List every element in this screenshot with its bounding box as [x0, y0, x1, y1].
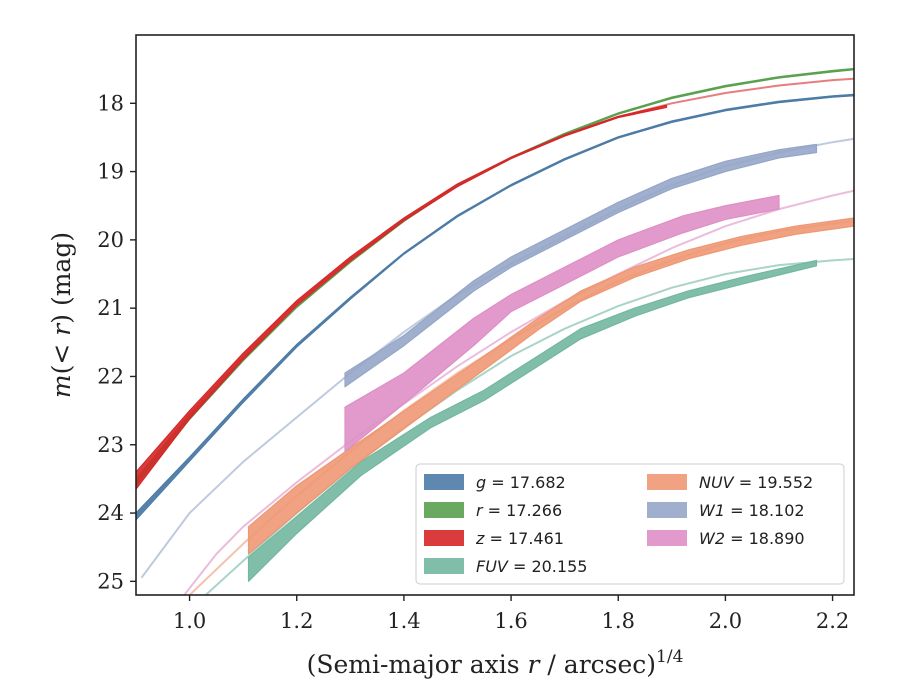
legend-label-z: z = 17.461 [475, 529, 564, 548]
x-tick-label: 1.2 [280, 609, 313, 633]
y-tick-label: 19 [97, 160, 124, 184]
y-tick-label: 22 [97, 364, 124, 388]
y-tick-label: 20 [97, 228, 124, 252]
x-axis-label: (Semi-major axis r / arcsec)1/4 [307, 647, 684, 679]
y-tick-label: 25 [97, 569, 124, 593]
legend-swatch-fuv [424, 558, 464, 574]
measured-bands [136, 67, 854, 582]
y-axis-ticks: 18 19 20 21 22 23 24 25 [97, 91, 136, 593]
legend-swatch-w2 [647, 530, 687, 546]
band-w1 [344, 143, 818, 388]
y-tick-label: 18 [97, 91, 124, 115]
legend-swatch-nuv [647, 474, 687, 490]
band-z [136, 104, 668, 490]
legend-box [415, 463, 845, 585]
legend-label-nuv: NUV = 19.552 [699, 473, 813, 492]
x-tick-label: 1.4 [387, 609, 420, 633]
y-axis-label: m(< r) (mag) [47, 232, 76, 398]
y-tick-label: 21 [97, 296, 124, 320]
x-tick-label: 1.8 [602, 609, 635, 633]
x-tick-label: 2.0 [709, 609, 742, 633]
legend: g = 17.682 r = 17.266 z = 17.461 FUV = 20.1… [415, 463, 845, 585]
band-w2 [344, 194, 780, 453]
x-tick-label: 1.6 [494, 609, 527, 633]
legend-swatch-g [424, 474, 464, 490]
legend-swatch-r [424, 502, 464, 518]
legend-swatch-z [424, 530, 464, 546]
model-line-w2 [183, 189, 854, 595]
band-fuv [247, 259, 818, 582]
y-tick-label: 24 [97, 501, 124, 525]
legend-label-r: r = 17.266 [476, 501, 562, 520]
plot-frame [135, 34, 855, 596]
legend-label-w2: W2 = 18.890 [699, 529, 805, 548]
legend-label-g: g = 17.682 [476, 473, 566, 492]
x-axis-ticks: 1.0 1.2 1.4 1.6 1.8 2.0 2.2 [173, 595, 849, 633]
legend-label-w1: W1 = 18.102 [699, 501, 805, 520]
band-nuv [247, 217, 854, 555]
y-tick-label: 23 [97, 433, 124, 457]
band-g [136, 93, 854, 521]
legend-label-fuv: FUV = 20.155 [476, 557, 587, 576]
x-tick-label: 1.0 [173, 609, 206, 633]
legend-swatch-w1 [647, 502, 687, 518]
x-tick-label: 2.2 [816, 609, 849, 633]
